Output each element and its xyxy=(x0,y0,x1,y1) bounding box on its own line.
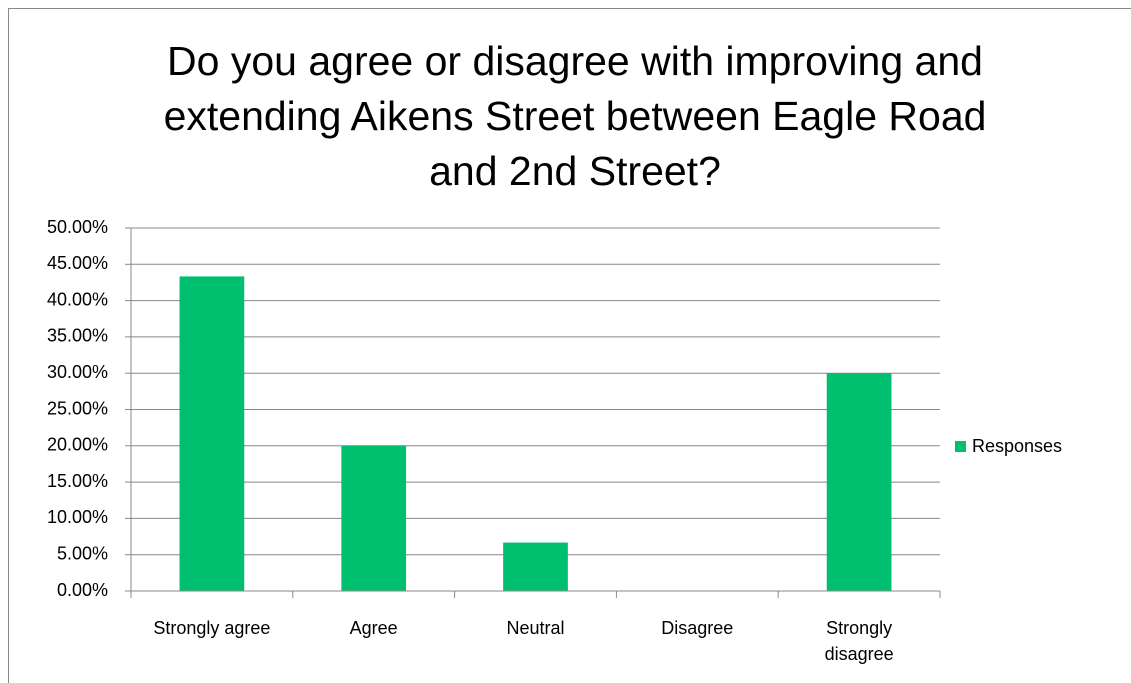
y-tick-label: 45.00% xyxy=(47,253,108,273)
y-tick-label: 15.00% xyxy=(47,471,108,491)
x-tick-label: Agree xyxy=(349,618,398,638)
x-tick-label: Disagree xyxy=(661,618,734,638)
x-tick-label: Neutral xyxy=(506,618,565,638)
y-tick-label: 5.00% xyxy=(57,543,108,563)
y-tick-label: 25.00% xyxy=(47,398,108,418)
chart-frame xyxy=(8,8,1131,683)
y-tick-label: 20.00% xyxy=(47,435,108,455)
legend-swatch xyxy=(955,441,966,452)
bar xyxy=(826,373,892,591)
y-tick-label: 30.00% xyxy=(47,362,108,382)
y-tick-label: 50.00% xyxy=(47,217,108,237)
bar xyxy=(179,276,245,591)
legend-label: Responses xyxy=(972,436,1062,456)
bar xyxy=(503,542,568,591)
x-tick-label: Strongly disagree xyxy=(824,618,894,664)
bar xyxy=(341,445,407,591)
chart-title: Do you agree or disagree with improving … xyxy=(163,38,987,194)
y-tick-label: 10.00% xyxy=(47,507,108,527)
x-tick-label: Strongly agree xyxy=(153,618,271,638)
y-tick-label: 40.00% xyxy=(47,289,108,309)
y-tick-label: 0.00% xyxy=(57,580,108,600)
y-tick-label: 35.00% xyxy=(47,326,108,346)
